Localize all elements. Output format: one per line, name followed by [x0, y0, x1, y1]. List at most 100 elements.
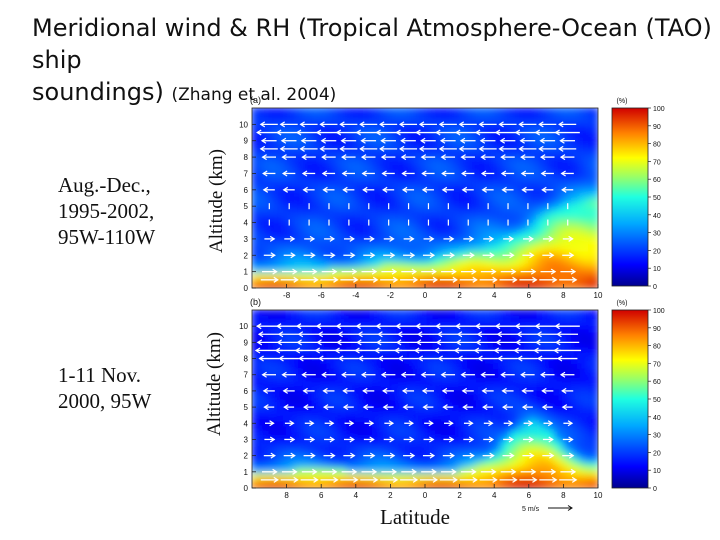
rh-cell — [536, 197, 548, 205]
rh-cell — [311, 382, 323, 390]
rh-cell — [311, 249, 323, 258]
wind-arrowhead — [379, 121, 385, 128]
rh-cell — [536, 424, 548, 432]
wind-arrowhead — [441, 387, 448, 394]
rh-cell — [294, 212, 305, 221]
wind-arrowhead — [377, 331, 383, 338]
rh-cell — [302, 445, 314, 453]
rh-cell — [389, 154, 401, 162]
rh-cell — [337, 223, 349, 231]
rh-cell — [372, 450, 383, 458]
rh-cell — [527, 450, 539, 458]
rh-cell — [252, 207, 262, 215]
rh-cell — [372, 234, 383, 242]
rh-cell — [363, 413, 375, 421]
rh-cell — [285, 260, 297, 268]
scale-arrowhead — [567, 505, 573, 511]
rh-cell — [259, 314, 271, 322]
rh-cell — [389, 159, 401, 168]
wind-arrowhead — [552, 276, 558, 283]
rh-cell — [337, 450, 349, 458]
rh-cell — [354, 191, 366, 199]
wind-arrowhead — [309, 235, 316, 242]
rh-cell — [285, 218, 297, 226]
rh-cell — [510, 471, 522, 479]
rh-cell — [354, 218, 366, 226]
rh-cell — [553, 175, 565, 184]
rh-cell — [458, 108, 470, 115]
rh-cell — [449, 108, 461, 115]
rh-cell — [346, 281, 357, 288]
rh-cell — [380, 335, 392, 343]
rh-cell — [337, 202, 349, 210]
rh-cell — [372, 218, 383, 226]
rh-cell — [519, 212, 530, 221]
rh-cell — [311, 377, 323, 385]
rh-cell — [294, 207, 305, 215]
rh-cell — [328, 117, 340, 125]
rh-cell — [562, 324, 574, 332]
wind-arrowhead — [296, 339, 302, 346]
rh-cell — [389, 260, 401, 268]
wind-arrowhead — [492, 276, 498, 283]
wind-arrowhead — [313, 476, 319, 483]
rh-cell — [467, 481, 478, 488]
rh-cell — [372, 154, 383, 162]
rh-cell — [328, 228, 340, 237]
rh-cell — [579, 218, 591, 226]
rh-cell — [259, 455, 271, 463]
wind-arrowhead — [290, 252, 296, 259]
rh-cell — [354, 197, 366, 205]
rh-cell — [320, 445, 331, 453]
rh-cell — [424, 314, 435, 322]
rh-cell — [259, 445, 271, 453]
wind-arrowhead — [549, 452, 555, 459]
rh-cell — [398, 165, 409, 173]
rh-cell — [328, 244, 340, 252]
rh-cell — [449, 329, 461, 338]
rh-cell — [579, 186, 591, 194]
rh-cell — [354, 144, 366, 152]
rh-cell — [484, 281, 496, 288]
rh-cell — [571, 239, 582, 247]
rh-cell — [458, 445, 470, 453]
wind-arrowhead — [561, 387, 567, 394]
rh-cell — [337, 228, 349, 237]
rh-cell — [363, 159, 375, 168]
y-tick-label: 1 — [244, 468, 249, 477]
rh-cell — [458, 329, 470, 338]
rh-cell — [484, 329, 496, 338]
rh-cell — [320, 149, 331, 157]
rh-cell — [424, 377, 435, 385]
rh-cell — [424, 356, 435, 364]
y-tick-label: 6 — [244, 387, 249, 396]
rh-cell — [328, 165, 340, 173]
rh-cell — [458, 234, 470, 242]
rh-cell — [354, 202, 366, 210]
rh-cell — [579, 144, 591, 152]
rh-cell — [252, 175, 262, 184]
rh-cell — [562, 281, 574, 288]
wind-arrowhead — [342, 387, 348, 394]
rh-cell — [553, 218, 565, 226]
rh-cell — [311, 154, 323, 162]
rh-cell — [337, 181, 349, 189]
rh-cell — [562, 361, 574, 369]
rh-cell — [363, 434, 375, 442]
rh-cell — [441, 249, 452, 258]
rh-cell — [493, 223, 504, 231]
rh-cell — [536, 329, 548, 338]
rh-cell — [527, 413, 539, 421]
rh-cell — [519, 207, 530, 215]
wind-arrowhead — [496, 331, 503, 338]
rh-cell — [432, 310, 444, 317]
rh-cell — [493, 265, 504, 274]
wind-arrowhead — [417, 331, 423, 338]
rh-cell — [380, 175, 392, 184]
rh-cell — [398, 133, 409, 141]
rh-cell — [346, 202, 357, 210]
rh-cell — [346, 133, 357, 141]
wind-arrowhead — [336, 339, 342, 346]
rh-cell — [285, 133, 297, 141]
rh-cell — [432, 228, 444, 237]
